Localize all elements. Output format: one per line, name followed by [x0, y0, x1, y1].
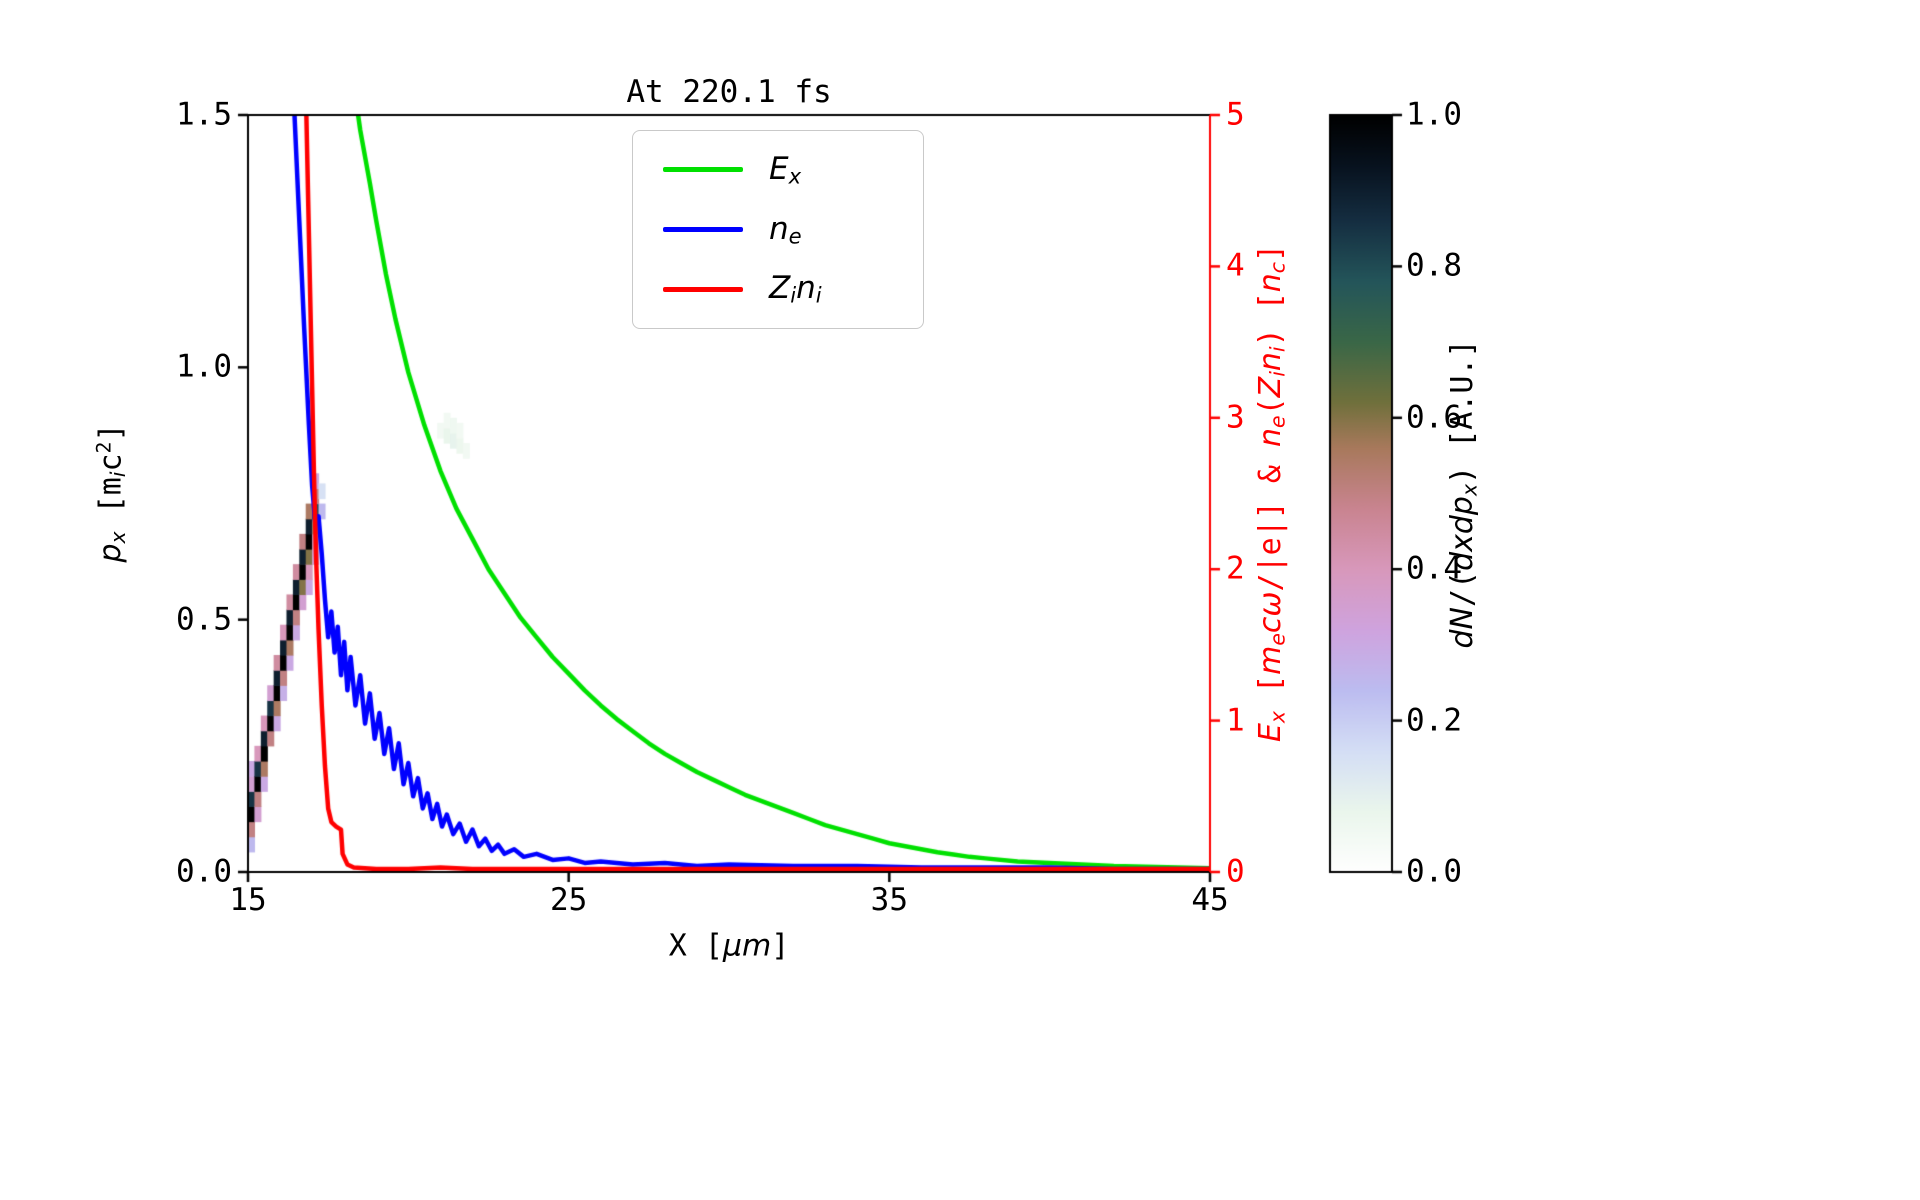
legend-item-label: Zini — [769, 270, 822, 308]
x-axis-label: X [μm] — [669, 930, 790, 962]
legend-item-label: Ex — [769, 151, 801, 189]
y-right-tick-label: 0 — [1226, 853, 1245, 890]
y-left-tick-label: 0.5 — [176, 601, 232, 638]
colorbar-tick-label: 1.0 — [1406, 96, 1462, 133]
label-segment: Z — [769, 270, 791, 307]
y-left-axis-label: px [mic2] — [92, 423, 130, 563]
label-segment: n — [1253, 352, 1289, 372]
label-segment: d — [1445, 515, 1481, 535]
label-segment: i — [1265, 371, 1290, 377]
x-tick-label: 45 — [1191, 882, 1229, 918]
legend-item-ne: ne — [663, 211, 893, 249]
label-segment: c — [1265, 262, 1290, 274]
label-segment: n — [1253, 427, 1289, 447]
label-segment: 2 — [92, 441, 116, 454]
legend-line-sample — [663, 226, 743, 232]
label-segment: x — [1457, 483, 1482, 497]
label-segment: x — [105, 531, 130, 544]
label-segment: e — [788, 223, 802, 249]
label-segment: ω — [1253, 591, 1289, 617]
label-segment: x — [1445, 534, 1481, 552]
y-right-tick-label: 1 — [1226, 702, 1245, 739]
colorbar-tick-label: 0.6 — [1406, 399, 1462, 436]
label-segment: m — [1253, 645, 1289, 675]
label-segment: [ — [1253, 674, 1289, 712]
y-left-tick-label: 1.0 — [176, 349, 232, 386]
label-segment: p — [93, 543, 129, 563]
label-segment: μm — [722, 928, 772, 964]
label-segment: ] — [771, 928, 790, 964]
label-segment: i — [815, 282, 822, 308]
label-segment: x — [788, 163, 802, 189]
x-tick-label: 25 — [549, 882, 588, 918]
x-tick-label: 35 — [870, 882, 908, 918]
y-right-axis-label: Ex [mecω/|e|] & ne(Zini) [nc] — [1253, 243, 1290, 743]
colorbar-tick-label: 0.0 — [1406, 853, 1462, 890]
legend: Ex ne Zini — [632, 130, 924, 329]
label-segment: E — [769, 151, 789, 187]
label-segment: x — [1265, 711, 1290, 724]
label-segment: c — [93, 453, 129, 472]
label-segment: n — [1253, 273, 1289, 293]
legend-item-label: ne — [769, 211, 802, 249]
legend-item-ex: Ex — [663, 151, 893, 189]
label-segment: c — [1253, 616, 1289, 634]
label-segment: /|e|] — [1253, 501, 1289, 592]
label-segment: e — [1265, 415, 1290, 428]
label-segment: X [ — [668, 928, 723, 964]
colorbar-label: dN/(dxdpx) [A.U.] — [1445, 339, 1482, 649]
colorbar-tick-label: 0.2 — [1406, 702, 1462, 739]
label-segment: m — [93, 477, 129, 496]
y-right-tick-label: 2 — [1226, 550, 1245, 587]
label-segment: ] — [93, 423, 129, 442]
label-segment: n — [796, 270, 816, 307]
label-segment: & — [1253, 446, 1289, 502]
label-segment: E — [1253, 723, 1289, 743]
legend-line-sample — [663, 167, 743, 173]
x-tick-label: 15 — [229, 882, 267, 918]
label-segment: i — [790, 282, 797, 308]
colorbar-tick-label: 0.8 — [1406, 248, 1462, 285]
y-right-tick-label: 4 — [1226, 248, 1245, 285]
label-segment: ] — [1253, 243, 1289, 263]
y-right-tick-label: 3 — [1226, 399, 1245, 436]
y-left-tick-label: 0.0 — [176, 853, 232, 890]
label-segment: d — [1445, 551, 1481, 571]
label-segment: d — [1445, 629, 1481, 649]
y-left-tick-label: 1.5 — [176, 96, 232, 133]
label-segment: [ — [1253, 292, 1289, 329]
colorbar-tick-label: 0.4 — [1406, 550, 1462, 587]
label-segment: [ — [93, 495, 129, 532]
label-segment: N — [1445, 607, 1481, 630]
y-right-tick-label: 5 — [1226, 96, 1245, 133]
plot-title: At 220.1 fs — [626, 74, 832, 110]
label-segment: [A.U.] — [1445, 339, 1481, 466]
label-segment: ) — [1445, 465, 1481, 484]
label-segment: /( — [1445, 570, 1481, 608]
label-segment: ) — [1253, 328, 1289, 347]
legend-line-sample — [663, 286, 743, 292]
label-segment: p — [1445, 496, 1481, 516]
label-segment: n — [769, 210, 789, 247]
label-segment: i — [105, 471, 130, 478]
label-segment: ( — [1253, 397, 1289, 416]
label-segment: i — [1265, 346, 1290, 353]
legend-item-zini: Zini — [663, 270, 893, 308]
label-segment: e — [1265, 633, 1290, 646]
label-segment: Z — [1253, 376, 1289, 398]
